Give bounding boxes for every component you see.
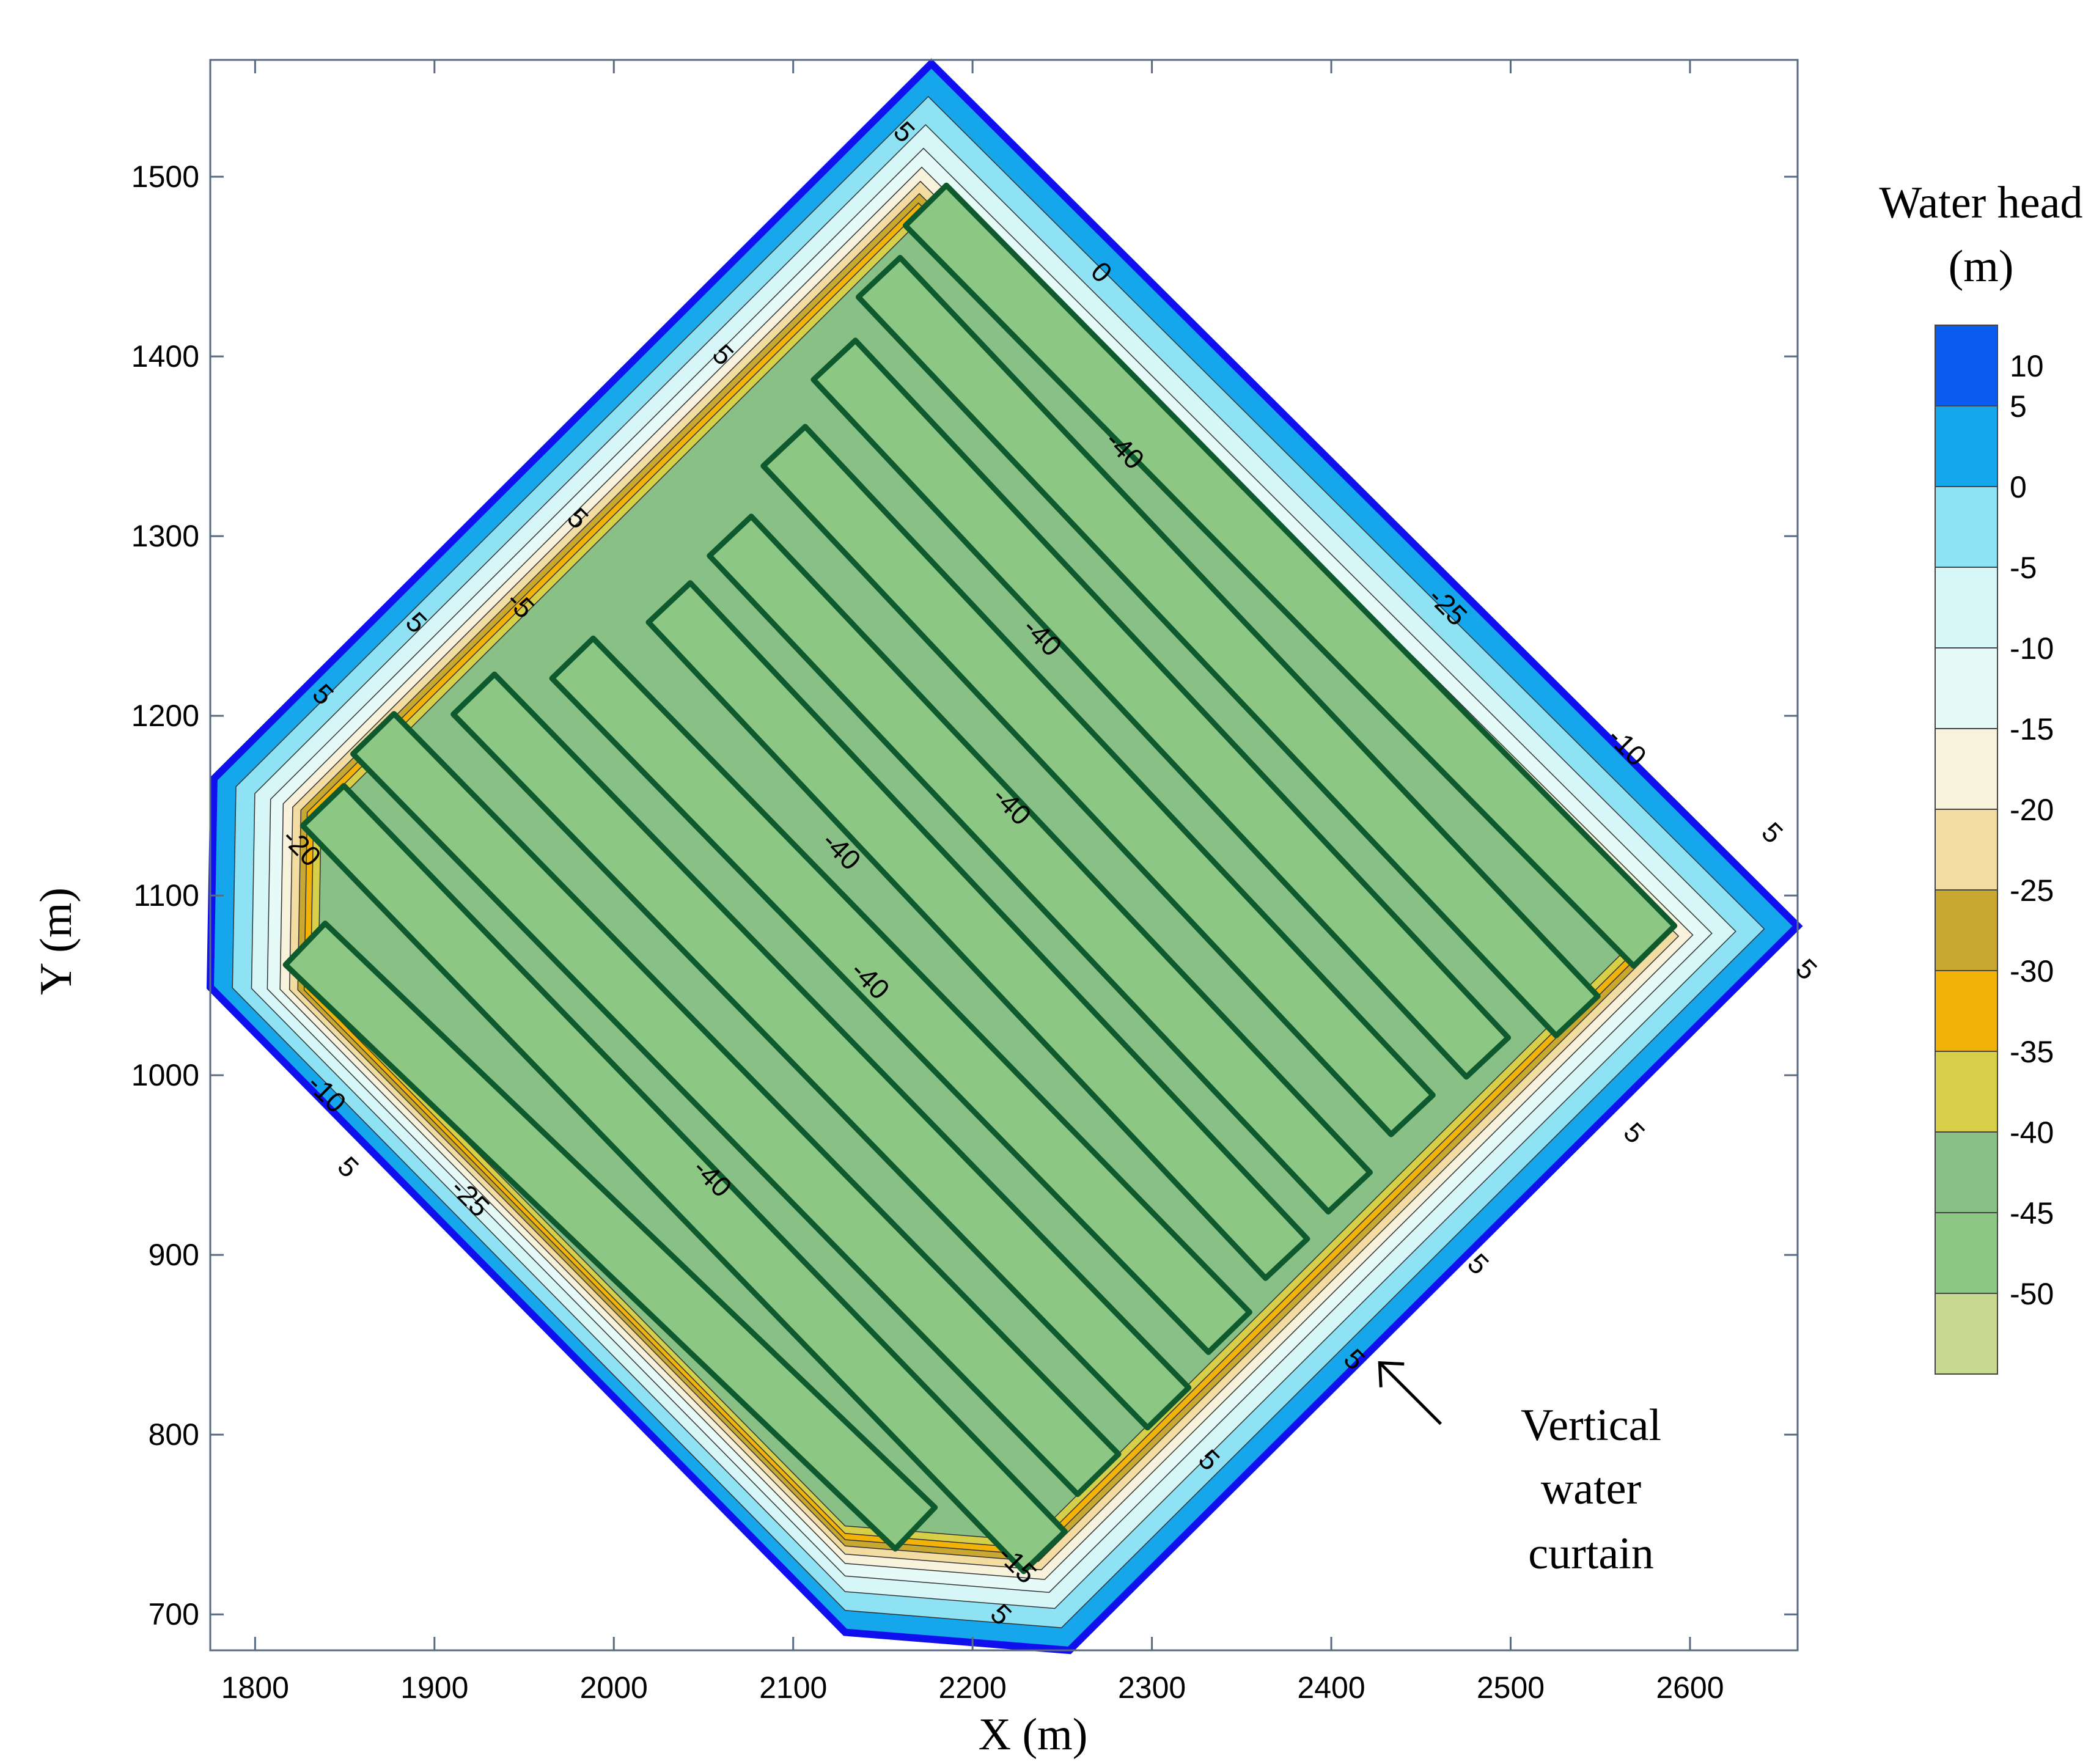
x-tick-label: 2200	[939, 1670, 1007, 1705]
y-axis-title: Y (m)	[31, 888, 81, 995]
annotation-arrow-head	[1378, 1361, 1405, 1387]
legend: Water head (m) 5 0 -5 -10 -15 -20 -25 -30 -35 -40…	[1880, 178, 2083, 1375]
annotation-line-3: curtain	[1528, 1529, 1653, 1579]
legend-swatch	[1935, 1293, 1998, 1375]
cavern	[450, 671, 1192, 1431]
cavern	[810, 337, 1512, 1080]
cavern	[760, 424, 1436, 1137]
legend-label: -25	[2010, 873, 2054, 908]
legend-label: -35	[2010, 1035, 2054, 1069]
cavern	[350, 711, 1122, 1498]
water-curtain-annotation: Vertical water curtain	[1378, 1361, 1661, 1579]
contour-label: 5	[1618, 1116, 1652, 1150]
y-tick-label: 900	[149, 1238, 199, 1272]
legend-swatch	[1935, 405, 1998, 487]
x-tick-label: 2500	[1477, 1670, 1545, 1705]
legend-title-line-1: Water head	[1880, 178, 2083, 228]
x-tick-label: 2000	[580, 1670, 648, 1705]
y-tick-label: 1100	[133, 878, 199, 913]
legend-label: -20	[2010, 793, 2054, 827]
x-tick-label: 2600	[1656, 1670, 1724, 1705]
contour-label: 5	[1755, 816, 1789, 850]
legend-label: -40	[2010, 1115, 2054, 1150]
plot-border	[209, 59, 1799, 1652]
legend-swatch	[1935, 728, 1998, 810]
cavern	[707, 513, 1373, 1215]
legend-swatch	[1935, 486, 1998, 568]
legend-label: -10	[2010, 631, 2054, 666]
y-axis: 700 800 900 1000 1100 1200 1300 1400 1500	[131, 160, 1798, 1631]
contour-label: 5	[332, 1150, 366, 1184]
y-tick-label: 1000	[131, 1058, 199, 1092]
y-tick-label: 1200	[131, 699, 199, 733]
legend-label: 0	[2010, 470, 2027, 504]
legend-label: -5	[2010, 551, 2037, 585]
x-tick-label: 1900	[400, 1670, 468, 1705]
y-tick-label: 1500	[131, 160, 199, 194]
x-tick-label: 1800	[221, 1670, 289, 1705]
legend-label: 5	[2010, 389, 2027, 424]
cavern	[855, 255, 1601, 1038]
y-tick-label: 1400	[131, 339, 199, 373]
annotation-arrow	[1378, 1361, 1442, 1425]
legend-swatch	[1935, 567, 1998, 649]
cavern	[300, 783, 1068, 1575]
y-tick-label: 700	[149, 1597, 199, 1631]
annotation-line-2: water	[1541, 1464, 1641, 1514]
cavern	[282, 921, 938, 1552]
y-tick-label: 1300	[131, 519, 199, 553]
legend-label: -45	[2010, 1196, 2054, 1230]
x-tick-label: 2400	[1297, 1670, 1365, 1705]
legend-swatch	[1935, 809, 1998, 891]
y-tick-label: 800	[149, 1417, 199, 1452]
legend-swatch	[1935, 1051, 1998, 1133]
legend-swatch	[1935, 889, 1998, 971]
legend-swatch	[1935, 1212, 1998, 1294]
legend-swatch	[1935, 647, 1998, 729]
cavern	[549, 635, 1252, 1355]
legend-swatch	[1935, 970, 1998, 1052]
annotation-line-1: Vertical	[1521, 1400, 1661, 1450]
contour-label: 5	[1790, 952, 1823, 986]
legend-label: -50	[2010, 1277, 2054, 1311]
x-tick-label: 2100	[759, 1670, 827, 1705]
legend-label: -30	[2010, 954, 2054, 988]
cavern	[645, 580, 1310, 1281]
legend-swatch	[1935, 1131, 1998, 1213]
x-axis: 1800 1900 2000 2100 2200 2300 2400 2500 2600	[221, 60, 1724, 1705]
legend-label: 10	[2010, 349, 2044, 383]
x-tick-label: 2300	[1118, 1670, 1186, 1705]
x-axis-title: X (m)	[979, 1710, 1088, 1760]
legend-swatch	[1935, 325, 1998, 406]
cavern	[902, 182, 1678, 969]
legend-label: -15	[2010, 712, 2054, 746]
legend-title-line-2: (m)	[1949, 241, 2014, 292]
plot-frame	[209, 59, 1799, 1652]
storage-caverns	[282, 182, 1678, 1575]
